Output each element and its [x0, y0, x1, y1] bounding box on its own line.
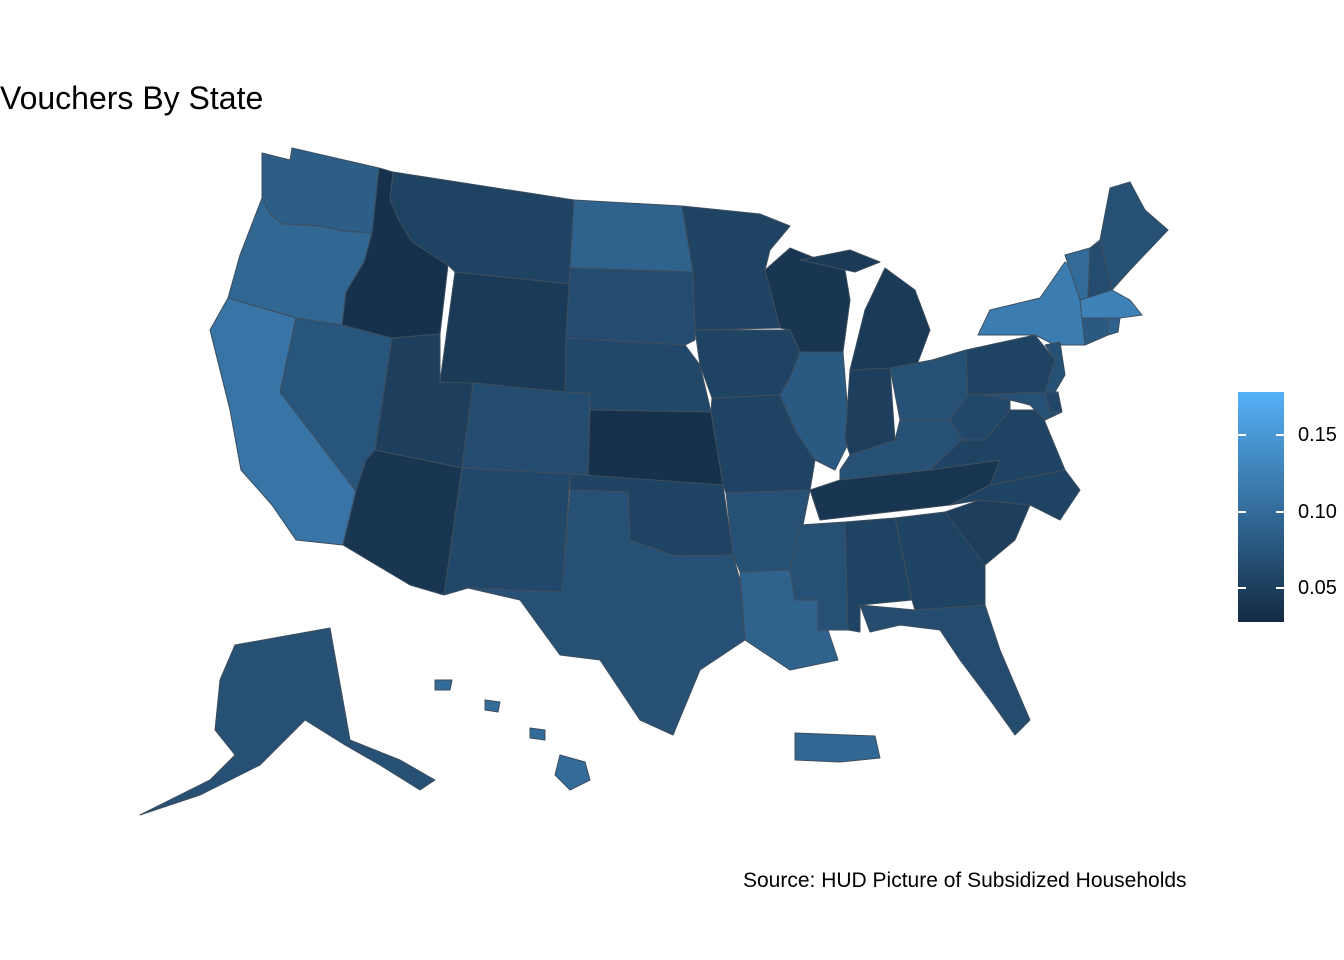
- state-WY: [439, 271, 571, 393]
- state-IL: [779, 351, 851, 471]
- state-IN: [844, 367, 896, 456]
- legend-tick-label: 0.05: [1298, 577, 1337, 600]
- state-TX: [467, 489, 746, 736]
- source-caption: Source: HUD Picture of Subsidized Househ…: [743, 869, 1187, 892]
- state-CT: [1081, 317, 1109, 346]
- legend-colorbar: [1238, 392, 1284, 622]
- state-PR: [794, 732, 881, 763]
- state-SC: [944, 499, 1031, 566]
- legend-tick-mark: [1238, 433, 1246, 436]
- state-PA: [965, 334, 1056, 396]
- legend-tick-mark: [1276, 510, 1284, 513]
- state-CO: [461, 382, 591, 477]
- us-state-map: [139, 147, 1169, 816]
- legend-tick-mark: [1238, 587, 1246, 590]
- legend-tick-mark: [1276, 433, 1284, 436]
- state-RI: [1107, 317, 1121, 336]
- state-MD: [984, 391, 1063, 421]
- state-ND: [569, 199, 694, 273]
- legend-tick-label: 0.10: [1298, 500, 1337, 523]
- state-AK: [139, 627, 436, 816]
- state-ME: [1099, 181, 1169, 291]
- legend-tick-mark: [1238, 510, 1246, 513]
- state-SD: [565, 267, 696, 346]
- legend-tick-mark: [1276, 587, 1284, 590]
- chart-title: Vouchers By State: [0, 80, 264, 116]
- state-WA: [261, 147, 380, 234]
- state-HI: [434, 679, 591, 791]
- state-FL: [859, 604, 1031, 736]
- state-KS: [587, 409, 724, 486]
- state-NM: [443, 467, 571, 596]
- state-MI: [799, 249, 931, 371]
- legend-tick-label: 0.15: [1298, 423, 1337, 446]
